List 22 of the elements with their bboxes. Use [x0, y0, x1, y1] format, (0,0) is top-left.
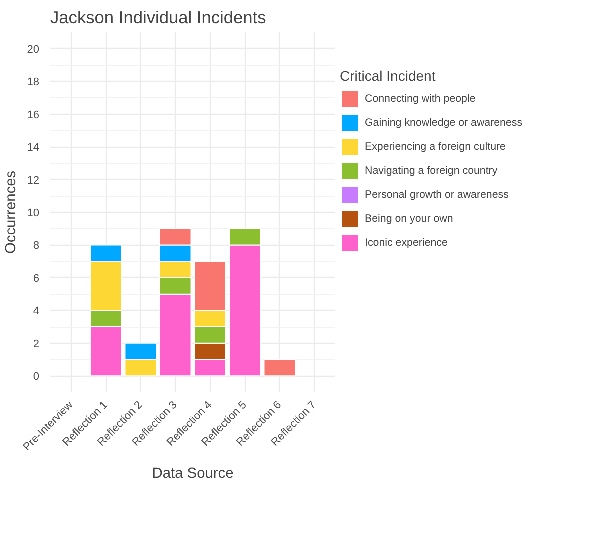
y-tick-label: 4: [33, 306, 40, 318]
legend-label: Experiencing a foreign culture: [365, 141, 506, 153]
legend-label: Connecting with people: [365, 93, 476, 105]
y-tick-label: 14: [27, 142, 40, 154]
legend-label: Iconic experience: [365, 237, 448, 249]
legend-title: Critical Incident: [340, 68, 437, 84]
y-tick-label: 8: [33, 240, 40, 252]
legend-label: Gaining knowledge or awareness: [365, 117, 523, 129]
y-tick-label: 10: [27, 208, 40, 220]
chart-title: Jackson Individual Incidents: [50, 8, 267, 28]
y-tick-label: 12: [27, 174, 40, 187]
y-tick-label: 6: [33, 272, 40, 285]
legend-label: Navigating a foreign country: [365, 165, 498, 177]
legend-label: Being on your own: [365, 213, 454, 225]
y-tick-label: 0: [33, 371, 40, 384]
y-tick-label: 2: [33, 338, 40, 350]
y-tick-label: 20: [27, 44, 40, 56]
y-tick-label: 16: [27, 109, 40, 122]
y-axis-title: Occurrences: [3, 170, 20, 254]
x-axis-title: Data Source: [152, 466, 234, 482]
y-tick-label: 18: [27, 76, 40, 89]
legend-label: Personal growth or awareness: [365, 189, 509, 201]
